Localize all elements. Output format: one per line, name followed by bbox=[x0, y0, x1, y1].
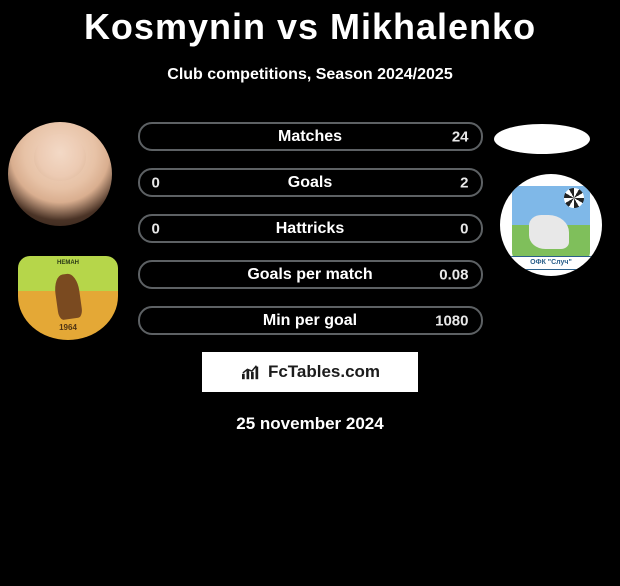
stat-row: Min per goal 1080 bbox=[138, 306, 483, 335]
player-right-avatar bbox=[494, 124, 590, 154]
soccer-ball-icon bbox=[564, 188, 584, 208]
stat-row: Matches 24 bbox=[138, 122, 483, 151]
club-right-banner-text: ОФК "Случ" bbox=[508, 256, 594, 270]
stat-right-value: 1080 bbox=[435, 312, 468, 329]
stat-row: Goals per match 0.08 bbox=[138, 260, 483, 289]
stat-label: Min per goal bbox=[140, 312, 481, 330]
infographic-date: 25 november 2024 bbox=[0, 414, 620, 434]
player-right-club-badge: ОФК "Случ" bbox=[500, 174, 602, 276]
stat-right-value: 24 bbox=[452, 128, 469, 145]
shield-icon: НЕМАН 1964 bbox=[18, 256, 118, 340]
subtitle: Club competitions, Season 2024/2025 bbox=[0, 66, 620, 84]
fctables-watermark[interactable]: FcTables.com bbox=[202, 352, 418, 392]
stat-label: Hattricks bbox=[140, 220, 481, 238]
stat-left-value: 0 bbox=[152, 174, 160, 191]
stat-right-value: 2 bbox=[460, 174, 468, 191]
horse-icon bbox=[529, 215, 570, 250]
stat-right-value: 0.08 bbox=[439, 266, 468, 283]
stat-label: Matches bbox=[140, 128, 481, 146]
player-left-avatar bbox=[8, 122, 112, 226]
player-left-club-badge: НЕМАН 1964 bbox=[18, 256, 118, 340]
page-title: Kosmynin vs Mikhalenko bbox=[0, 6, 620, 48]
bar-chart-icon bbox=[240, 363, 262, 381]
stat-right-value: 0 bbox=[460, 220, 468, 237]
stat-label: Goals bbox=[140, 174, 481, 192]
stats-list: Matches 24 0 Goals 2 0 Hattricks 0 Goals… bbox=[138, 122, 483, 335]
stat-row: 0 Goals 2 bbox=[138, 168, 483, 197]
shield-top-text: НЕМАН bbox=[18, 260, 118, 266]
stat-label: Goals per match bbox=[140, 266, 481, 284]
stat-row: 0 Hattricks 0 bbox=[138, 214, 483, 243]
stat-left-value: 0 bbox=[152, 220, 160, 237]
shield-bottom-text: 1964 bbox=[18, 323, 118, 332]
comparison-panel: НЕМАН 1964 ОФК "Случ" Matches 24 0 Goals… bbox=[0, 122, 620, 434]
watermark-text: FcTables.com bbox=[268, 362, 380, 382]
